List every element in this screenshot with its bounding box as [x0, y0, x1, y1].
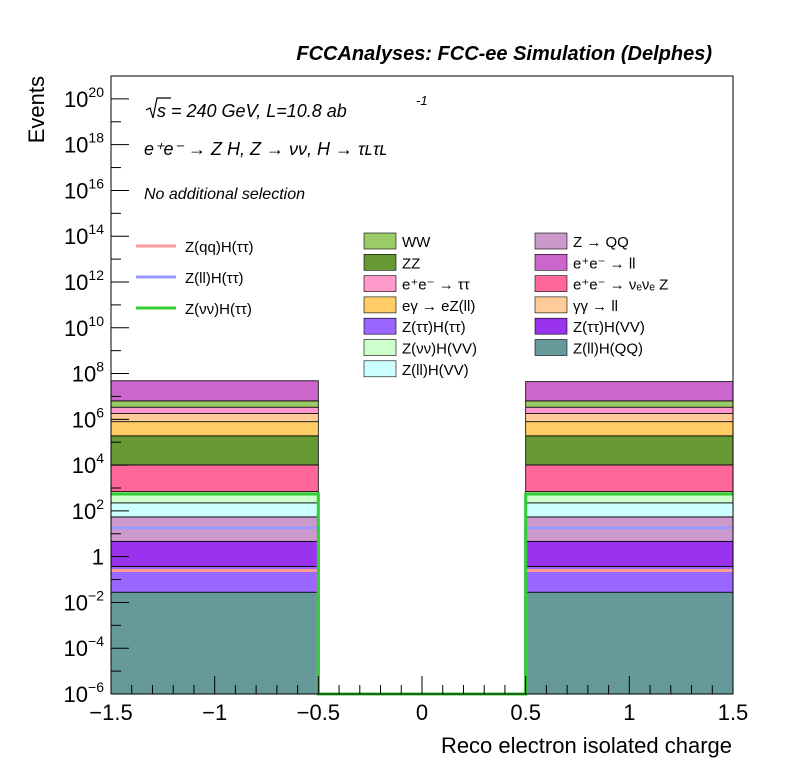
y-tick-text: 1012	[64, 267, 104, 295]
legend-swatch-e-ez-ll	[363, 296, 397, 314]
bar-e-e-z-bin-1	[525, 464, 734, 493]
energy-text: s = 240 GeV, L=10.8 ab	[157, 101, 347, 121]
y-axis-label: Events	[24, 76, 49, 143]
y-tick-base: 1	[92, 545, 104, 570]
legend-label-z-h: Z(νν)H(ττ)	[185, 301, 252, 318]
y-tick-label: 1014	[64, 221, 104, 249]
legend-swatch-zz	[363, 254, 397, 271]
legend-swatch-z-ll-h-vv	[363, 360, 397, 378]
legend-swatch-ww	[363, 232, 397, 250]
legend-label-e-e-z: e⁺e⁻ → νₑνₑ Z	[573, 277, 668, 294]
bar-ww-bin-1	[525, 400, 734, 408]
bar-e-e-bin-0	[110, 406, 319, 414]
legend: Z(qq)H(ττ) Z(ll)H(ττ) Z(νν)H(ττ) WW ZZ e⁺e⁻ →…	[136, 232, 668, 379]
axes: −1.5 −1 −0.5 0 0.5 1 1.5 1020 1018 1016 1014 1012 10…	[64, 84, 749, 725]
legend-swatch-z-ll-h-qq	[534, 339, 568, 356]
chart-title: FCCAnalyses: FCC-ee Simulation (Delphes)	[296, 43, 712, 65]
stacked-bars	[110, 380, 734, 695]
x-tick-label: 0	[416, 700, 428, 725]
bar-ll-bin-1	[525, 413, 734, 423]
y-tick-text: 102	[72, 496, 104, 524]
legend-label-z-h: Z(ττ)H(ττ)	[402, 319, 466, 336]
bar-z-h-vv-bin-1	[525, 540, 734, 567]
y-tick-text: 10−6	[64, 679, 105, 707]
annotation-process: e⁺e⁻ → Z H, Z → νν, H → τʟτʟ	[144, 139, 388, 159]
y-tick-label: 10−6	[64, 679, 105, 707]
sqrt-symbol	[145, 97, 171, 119]
bar-zz-bin-0	[110, 435, 319, 466]
y-tick-text: 1010	[64, 313, 104, 341]
y-tick-label: 1016	[64, 175, 104, 203]
legend-swatch-e-e-ll	[534, 254, 568, 271]
legend-swatch-ll	[534, 296, 568, 314]
bar-e-e-ll-bin-1	[525, 381, 734, 402]
bar-z-ll-h-vv-bin-0	[110, 502, 319, 518]
bar-zz-bin-1	[525, 435, 734, 466]
y-tick-text: 10−4	[64, 633, 105, 661]
bar-ww-bin-0	[110, 400, 319, 408]
annotation-selection: No additional selection	[144, 186, 305, 203]
y-tick-text: 1018	[64, 130, 104, 158]
bar-e-e-bin-1	[525, 406, 734, 414]
x-tick-label: −0.5	[297, 700, 340, 725]
y-tick-text: 1020	[64, 84, 104, 112]
x-axis-label: Reco electron isolated charge	[441, 733, 732, 758]
legend-label-z-ll-h-vv: Z(ll)H(VV)	[402, 362, 469, 379]
legend-label-ww: WW	[402, 234, 431, 251]
y-tick-label: 108	[72, 359, 104, 387]
y-tick-text: 106	[72, 404, 104, 432]
bar-e-e-z-bin-0	[110, 464, 319, 493]
legend-label-z-ll-h: Z(ll)H(ττ)	[185, 270, 244, 287]
legend-label-z-ll-h-qq: Z(ll)H(QQ)	[573, 341, 643, 358]
y-tick-text: 1014	[64, 221, 104, 249]
x-tick-label: 1.5	[718, 700, 749, 725]
legend-label-e-ez-ll: eγ → eZ(ll)	[402, 298, 475, 315]
legend-swatch-z-h	[363, 317, 397, 335]
y-tick-label: 1010	[64, 313, 104, 341]
bar-z-h-vv-bin-0	[110, 540, 319, 567]
y-tick-label: 1	[92, 545, 104, 570]
legend-label-e-e-ll: e⁺e⁻ → ll	[573, 255, 636, 272]
y-tick-label: 1020	[64, 84, 104, 112]
y-tick-label: 10−4	[64, 633, 105, 661]
y-tick-label: 10−2	[64, 587, 105, 615]
bar-e-ez-ll-bin-1	[525, 421, 734, 437]
y-tick-label: 106	[72, 404, 104, 432]
legend-swatch-z-h-vv	[363, 339, 397, 356]
y-tick-label: 102	[72, 496, 104, 524]
bar-e-ez-ll-bin-0	[110, 421, 319, 437]
legend-label-z-qq-h: Z(qq)H(ττ)	[185, 239, 254, 256]
y-tick-text: 104	[72, 450, 104, 478]
y-tick-text: 1016	[64, 175, 104, 203]
legend-label-z-h-vv: Z(ττ)H(VV)	[573, 319, 645, 336]
legend-label-ll: γγ → ll	[573, 298, 618, 315]
y-tick-label: 1018	[64, 130, 104, 158]
legend-swatch-z-h-vv	[534, 317, 568, 335]
x-tick-label: 0.5	[510, 700, 541, 725]
y-tick-label: 104	[72, 450, 104, 478]
legend-label-z-h-vv: Z(νν)H(VV)	[402, 341, 477, 358]
bar-e-e-ll-bin-0	[110, 380, 319, 402]
y-tick-label: 1012	[64, 267, 104, 295]
legend-swatch-z-qq	[534, 232, 568, 250]
legend-label-zz: ZZ	[402, 255, 420, 272]
legend-swatch-e-e-z	[534, 275, 568, 292]
legend-swatch-e-e	[363, 275, 397, 292]
y-tick-text: 108	[72, 359, 104, 387]
y-tick-text: 10−2	[64, 587, 105, 615]
legend-label-e-e: e⁺e⁻ → ττ	[402, 277, 470, 294]
x-tick-label: −1	[202, 700, 227, 725]
energy-exponent: -1	[416, 93, 428, 108]
bar-z-ll-h-vv-bin-1	[525, 502, 734, 518]
bar-ll-bin-0	[110, 413, 319, 423]
legend-label-z-qq: Z → QQ	[573, 234, 629, 251]
x-tick-label: −1.5	[89, 700, 132, 725]
x-tick-label: 1	[623, 700, 635, 725]
annotation-energy: s = 240 GeV, L=10.8 ab -1	[145, 93, 428, 121]
